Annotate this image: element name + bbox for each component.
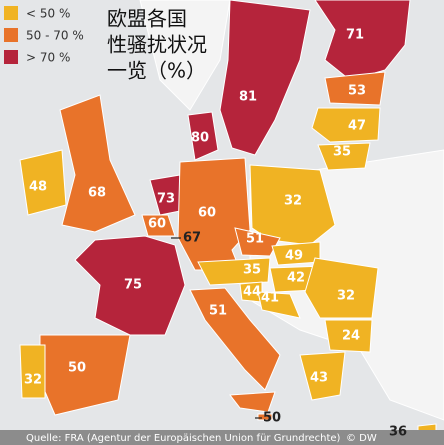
region-value: 50	[68, 361, 86, 376]
region-value: 24	[342, 329, 360, 344]
region-value: 47	[348, 119, 366, 134]
region-value: 67	[183, 231, 201, 246]
source: Quelle: FRA (Agentur der Europäischen Un…	[26, 433, 341, 444]
legend-swatch	[4, 6, 18, 20]
region-value: 43	[310, 371, 328, 386]
region-value: 35	[333, 145, 351, 160]
region-value: 51	[209, 304, 227, 319]
region-value: 32	[24, 373, 42, 388]
region-value: 35	[243, 263, 261, 278]
title-line: 性骚扰状况	[107, 33, 207, 57]
region-value: 51	[246, 232, 264, 247]
land	[19, 0, 444, 435]
legend-swatch	[4, 28, 18, 42]
region-value: 60	[198, 206, 216, 221]
legend-label: > 70 %	[26, 51, 70, 65]
title-line: 欧盟各国	[107, 7, 187, 31]
region-value: 53	[348, 84, 366, 99]
region-value: 32	[337, 289, 355, 304]
region-value: 80	[191, 131, 209, 146]
region-value: 41	[261, 291, 279, 306]
region-value: 49	[285, 249, 303, 264]
region-value: 68	[88, 186, 106, 201]
credit: © DW	[346, 433, 377, 444]
legend-swatch	[4, 50, 18, 64]
footer-bar	[0, 430, 444, 445]
region-value: 32	[284, 194, 302, 209]
title-line: 一览（%）	[107, 59, 206, 83]
region-value: 81	[239, 90, 257, 105]
region-value: 48	[29, 180, 47, 195]
region-value: 36	[389, 425, 407, 440]
region-value: 71	[346, 28, 364, 43]
region-value: 73	[157, 192, 175, 207]
region-value: 75	[124, 278, 142, 293]
legend-label: < 50 %	[26, 7, 70, 21]
region-value: 60	[148, 217, 166, 232]
legend-label: 50 - 70 %	[26, 29, 84, 43]
region-value: 42	[287, 271, 305, 286]
region-value: 50	[263, 411, 281, 426]
region-value: 44	[243, 285, 261, 300]
